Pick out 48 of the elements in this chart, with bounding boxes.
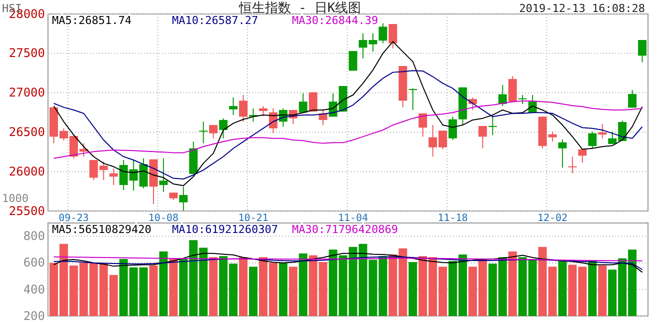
candlestick [448,116,457,140]
candlestick [199,121,208,144]
y-tick-label: 27500 [8,46,45,60]
x-tick-label: 11-04 [338,213,368,224]
x-tick-label: 10-21 [238,213,268,224]
candlestick [638,40,647,63]
annotation: 2019-12-13 16:08:28 [519,2,645,15]
y-tick-label: 200 [23,308,45,322]
text: 1000 [2,192,28,205]
candlestick [578,148,587,164]
chart-title: 恒生指数 - 日K线图 [238,1,362,16]
candlestick [588,131,597,149]
candlestick [408,88,418,110]
line-series [53,252,643,273]
candlestick [488,115,497,136]
candlestick [388,24,398,49]
candlestick [159,158,168,193]
candlestick [229,96,238,116]
x-tick-label: 09-23 [58,213,89,224]
candlestick [628,89,637,108]
candlestick [348,50,358,72]
candlestick [109,168,118,186]
text: MA10:26587.27 [172,14,258,27]
x-tick-label: 11-18 [438,213,468,224]
text: MA5:26851.74 [52,14,132,27]
y-tick-label: 27000 [8,86,45,100]
candlestick [258,106,268,116]
y-tick-label: 800 [23,229,45,244]
candlestick [209,124,218,139]
y-tick-label: 400 [23,282,45,296]
x-tick-label: 10-08 [148,213,179,224]
candlestick [508,76,517,102]
candlestick [239,94,248,122]
text: MA5:56510829420 [52,223,152,236]
text: MA30:26844.39 [292,14,378,27]
y-tick-label: 26500 [8,125,45,140]
y-tick-label: 25500 [8,204,45,218]
x-tick-label: 12-02 [537,213,568,224]
candlestick [558,138,567,168]
candlestick [298,92,308,114]
y-tick-label: 600 [23,256,45,270]
candlestick [219,118,228,139]
candlestick [478,125,487,149]
text: MA10:61921260307 [172,223,278,236]
y-tick-label: 26000 [8,164,45,178]
text: MA30:71796420869 [292,223,398,236]
candlestick [568,156,577,174]
candlestick [179,186,188,212]
